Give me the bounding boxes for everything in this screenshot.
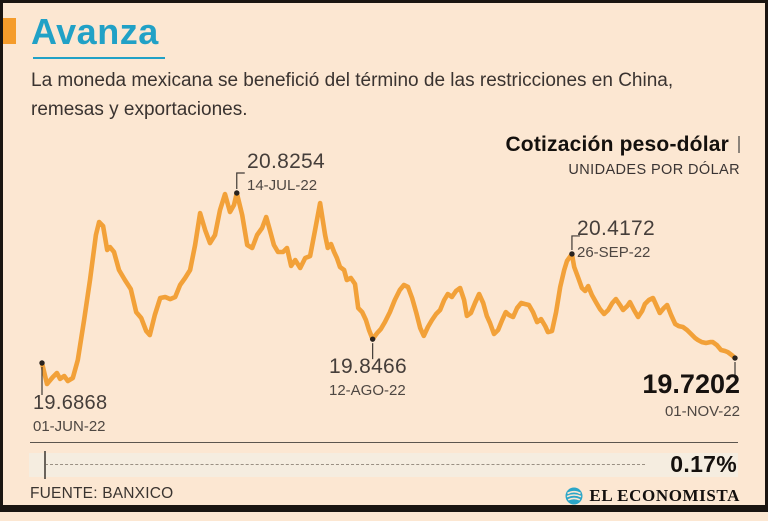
marker-dot-end xyxy=(732,355,738,361)
chart-title: Cotización peso-dólar xyxy=(505,133,729,156)
price-line[interactable] xyxy=(39,190,738,387)
marker-date: 01-JUN-22 xyxy=(33,418,106,435)
subtitle-line-2: remesas y exportaciones. xyxy=(31,99,248,120)
marker-value: 20.4172 xyxy=(577,217,656,240)
chart-units-label: UNIDADES POR DÓLAR xyxy=(568,162,740,178)
title-underline xyxy=(33,57,165,59)
marker-label-end: 19.7202 01-NOV-22 xyxy=(642,369,740,420)
marker-label-jul-peak: 20.8254 14-JUL-22 xyxy=(247,150,325,194)
scrollbar-handle[interactable] xyxy=(44,451,46,479)
subtitle-line-1: La moneda mexicana se benefició del térm… xyxy=(31,70,674,91)
header-divider-bar xyxy=(738,136,740,153)
chart-title-row: Cotización peso-dólar xyxy=(505,133,740,157)
marker-label-sep-peak: 20.4172 26-SEP-22 xyxy=(577,217,655,261)
marker-leader-sep-peak xyxy=(571,235,580,250)
marker-value: 19.8466 xyxy=(329,355,408,378)
globe-icon xyxy=(565,487,583,505)
marker-leader-jul-peak xyxy=(236,172,245,190)
brand-logo: EL ECONOMISTA xyxy=(565,486,740,506)
marker-date: 01-NOV-22 xyxy=(664,403,740,420)
brand-name: EL ECONOMISTA xyxy=(589,486,740,505)
divider-line xyxy=(30,442,738,443)
source-label: FUENTE: BANXICO xyxy=(30,485,174,502)
marker-label-start: 19.6868 01-JUN-22 xyxy=(33,392,107,435)
marker-dot-jul-peak xyxy=(234,190,240,196)
change-percent: 0.17% xyxy=(670,451,737,477)
marker-value: 20.8254 xyxy=(247,150,326,173)
marker-label-aug-low: 19.8466 12-AGO-22 xyxy=(329,355,407,399)
accent-bullet xyxy=(3,18,16,44)
subtitle: La moneda mexicana se benefició del térm… xyxy=(31,66,673,124)
chart-header: Cotización peso-dólar UNIDADES POR DÓLAR xyxy=(505,133,740,178)
marker-value: 19.6868 xyxy=(33,392,108,414)
scrollbar-baseline xyxy=(45,464,645,465)
page-title: Avanza xyxy=(31,11,159,52)
marker-dot-sep-peak xyxy=(569,251,575,257)
marker-date: 14-JUL-22 xyxy=(247,177,318,194)
marker-value: 19.7202 xyxy=(642,369,740,399)
marker-dot-aug-low xyxy=(369,336,376,342)
marker-date: 12-AGO-22 xyxy=(329,382,406,399)
marker-date: 26-SEP-22 xyxy=(577,244,651,261)
scrollbar-track[interactable]: 0.17% xyxy=(29,451,738,479)
marker-dot-start xyxy=(39,360,45,366)
marker-layer xyxy=(39,172,738,395)
